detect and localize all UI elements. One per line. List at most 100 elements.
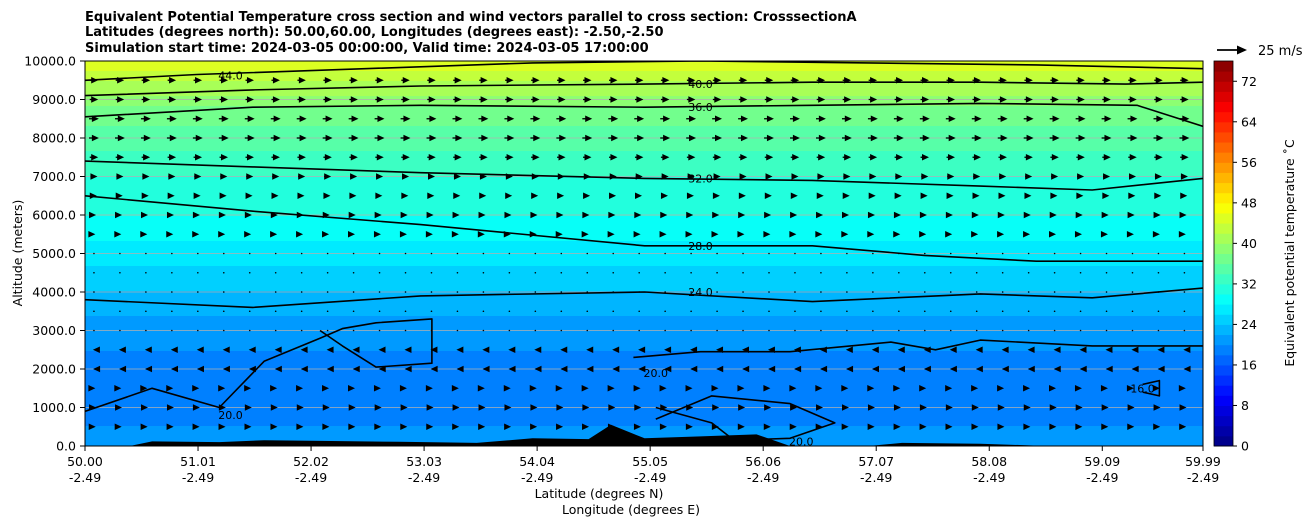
wind-vector: [374, 404, 382, 411]
wind-vector: [326, 291, 329, 293]
wind-vector: [716, 346, 724, 353]
wind-vector: [192, 404, 200, 411]
wind-vector: [91, 115, 99, 122]
wind-vector: [119, 329, 121, 332]
wind-vector: [1182, 134, 1190, 142]
wind-vector: [142, 173, 150, 180]
wind-vector: [792, 77, 800, 84]
wind-vector: [246, 96, 254, 103]
wind-vector: [322, 423, 330, 430]
wind-vector: [377, 134, 385, 142]
field-band: [85, 206, 1203, 212]
wind-vector: [222, 271, 225, 274]
wind-vector: [638, 329, 640, 332]
wind-vector: [119, 310, 121, 313]
wind-vector: [686, 404, 694, 411]
wind-vector: [664, 346, 672, 353]
wind-vector: [581, 231, 589, 238]
wind-vector: [794, 252, 796, 255]
wind-vector: [248, 365, 256, 373]
wind-vector: [794, 271, 796, 274]
wind-vector: [529, 231, 537, 238]
wind-vector: [842, 192, 850, 199]
wind-vector: [841, 423, 849, 430]
wind-vector: [997, 385, 1005, 392]
wind-vector: [506, 96, 514, 103]
wind-vector: [298, 173, 306, 180]
wind-vector: [586, 310, 589, 313]
wind-vector: [91, 154, 99, 161]
wind-vector: [945, 404, 953, 411]
colorbar-segment: [1214, 334, 1233, 346]
wind-vector: [794, 365, 802, 373]
wind-vector: [923, 271, 926, 274]
contour-line-20.0: [633, 339, 1203, 359]
wind-vector: [556, 423, 564, 430]
wind-vector: [218, 404, 226, 411]
wind-vector: [247, 115, 255, 122]
x-tick-label-lon: -2.49: [295, 470, 327, 485]
wind-vector: [1183, 252, 1186, 255]
field-band: [85, 256, 1203, 262]
colorbar-tick-label: 0: [1241, 439, 1249, 454]
wind-vector: [300, 252, 303, 255]
wind-vector: [532, 154, 540, 161]
wind-vector: [1105, 346, 1113, 353]
wind-vector: [714, 77, 722, 84]
field-band: [85, 421, 1203, 427]
wind-vector: [560, 271, 563, 274]
wind-vector: [1157, 291, 1160, 293]
field-band: [85, 111, 1203, 117]
wind-vector: [167, 192, 175, 199]
wind-vector: [270, 404, 278, 411]
contour-label: 20.0: [789, 435, 814, 448]
wind-vector: [1131, 271, 1134, 274]
wind-vector: [1053, 252, 1056, 255]
wind-vector: [949, 291, 952, 293]
wind-vector: [1074, 385, 1082, 392]
wind-vector: [945, 211, 953, 219]
wind-vector: [430, 271, 433, 274]
wind-vector: [248, 271, 251, 274]
x-tick-label-lon: -2.49: [860, 470, 892, 485]
wind-vector: [921, 173, 929, 180]
wind-vector: [971, 385, 979, 392]
wind-vector: [740, 134, 748, 142]
wind-vector: [872, 291, 874, 293]
wind-vector: [192, 423, 200, 430]
wind-vector: [114, 385, 122, 392]
y-tick-label: 9000.0: [32, 92, 76, 107]
wind-vector: [507, 115, 515, 122]
wind-vector: [352, 271, 355, 274]
chart-title-line-2: Latitudes (degrees north): 50.00,60.00, …: [85, 25, 664, 40]
wind-vector: [585, 115, 593, 122]
wind-vector: [1105, 252, 1108, 255]
wind-vector: [425, 231, 433, 238]
wind-vector: [115, 404, 123, 411]
field-band: [85, 371, 1203, 377]
wind-vector: [742, 310, 744, 313]
wind-vector: [143, 115, 151, 122]
wind-vector: [195, 154, 203, 161]
wind-vector: [141, 192, 149, 199]
wind-vector: [244, 385, 252, 392]
colorbar-segment: [1214, 243, 1233, 254]
wind-vector: [711, 385, 719, 392]
colorbar-segment: [1214, 61, 1233, 72]
field-band: [85, 196, 1203, 202]
colorbar-segment: [1214, 395, 1233, 406]
wind-vector: [478, 211, 486, 219]
wind-vector: [300, 291, 303, 293]
wind-vector: [324, 96, 332, 103]
field-band: [85, 321, 1203, 327]
wind-vector: [1075, 423, 1083, 430]
colorbar-tick-label: 40: [1241, 236, 1257, 251]
wind-vector: [999, 77, 1007, 84]
wind-vector: [1101, 211, 1109, 219]
wind-vector: [611, 115, 619, 122]
wind-vector: [841, 231, 849, 238]
wind-vector: [171, 291, 173, 293]
colorbar-segment: [1214, 435, 1233, 447]
wind-vector: [764, 192, 772, 199]
wind-vector: [608, 404, 616, 411]
